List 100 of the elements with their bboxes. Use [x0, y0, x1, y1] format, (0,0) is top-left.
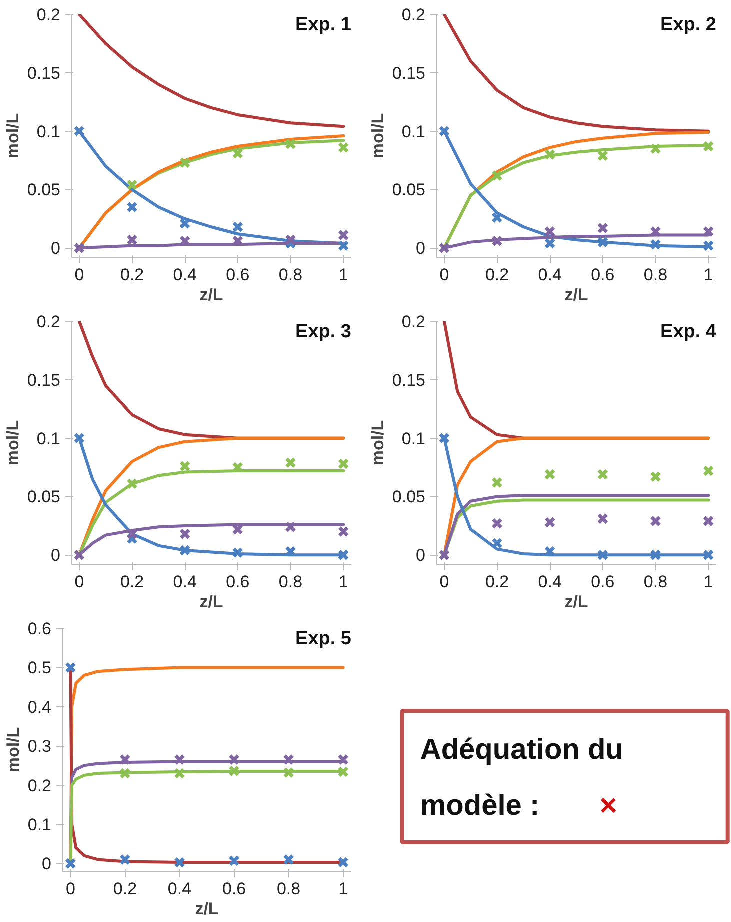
y-tick-label: 0.2 [36, 312, 61, 332]
point [492, 477, 503, 488]
x-tick-label: 0.2 [485, 572, 510, 592]
x-tick-label: 0.8 [644, 266, 668, 284]
chart-title: Exp. 2 [660, 14, 717, 36]
y-tick-label: 0.05 [27, 180, 61, 200]
x-axis-title: z/L [200, 286, 224, 304]
point [232, 236, 244, 247]
y-axis-title: mol/L [3, 113, 22, 159]
y-axis-title: mol/L [3, 420, 22, 466]
y-axis-title: mol/L [368, 113, 388, 159]
y-tick-label: 0.15 [27, 64, 61, 83]
x-tick-label: 0.8 [276, 880, 301, 898]
y-tick-label: 0.1 [402, 429, 426, 448]
point [338, 766, 349, 778]
point [232, 221, 244, 233]
x-tick-label: 0.6 [591, 266, 615, 284]
point [492, 236, 503, 247]
point [228, 754, 240, 766]
point [597, 236, 609, 248]
point [650, 226, 662, 238]
point [179, 460, 191, 472]
point [702, 465, 714, 477]
point [597, 222, 609, 234]
x-axis-title: z/L [564, 592, 588, 612]
x-axis-title: z/L [200, 592, 224, 612]
point [650, 516, 662, 527]
point [120, 754, 131, 766]
y-tick-label: 0.2 [36, 6, 61, 24]
point [285, 234, 296, 246]
point [338, 526, 350, 538]
x-tick-label: 1 [704, 266, 714, 284]
x-tick-label: 0 [440, 572, 450, 592]
chart-title: Exp. 4 [660, 322, 717, 342]
y-tick-label: 0.4 [28, 698, 52, 717]
point [179, 528, 191, 540]
point [338, 240, 350, 252]
text: Adéquation du [420, 734, 624, 766]
x-tick-label: 0 [66, 880, 76, 898]
point [702, 550, 714, 561]
x-tick-label: 0.4 [173, 266, 197, 284]
point [338, 856, 349, 868]
x-tick-label: 0.8 [644, 572, 668, 592]
point [597, 550, 609, 561]
point [544, 468, 556, 480]
y-tick-label: 0.1 [36, 429, 61, 448]
point [702, 140, 714, 152]
y-tick-label: 0.3 [28, 737, 52, 756]
point [228, 766, 240, 777]
point [650, 471, 662, 483]
text: × [600, 789, 618, 822]
x-axis-title: z/L [564, 286, 588, 304]
x-tick-label: 0.4 [538, 572, 562, 592]
point [285, 138, 296, 150]
x-tick-label: 0 [74, 572, 84, 592]
point [544, 226, 556, 238]
x-tick-label: 0.2 [113, 880, 138, 898]
point [120, 768, 131, 780]
point [597, 468, 609, 480]
y-axis-title: mol/L [4, 727, 23, 773]
y-tick-label: 0.05 [392, 488, 426, 507]
point [544, 546, 556, 558]
x-tick-label: 1 [704, 572, 714, 592]
y-tick-label: 0.1 [402, 122, 426, 142]
y-tick-label: 0.15 [392, 64, 426, 83]
x-tick-label: 0.6 [591, 572, 615, 592]
point [283, 754, 294, 766]
x-tick-label: 0 [440, 266, 450, 284]
point [74, 432, 86, 444]
point [126, 478, 138, 490]
point [179, 236, 191, 247]
y-tick-label: 0 [416, 546, 426, 566]
point [702, 516, 714, 527]
point [544, 238, 556, 250]
point [544, 516, 556, 528]
chart-title: Exp. 3 [296, 322, 352, 342]
point [174, 768, 186, 780]
y-tick-label: 0.1 [36, 122, 61, 142]
point [232, 148, 244, 160]
point [492, 170, 503, 182]
point [438, 432, 450, 444]
y-tick-label: 0 [51, 546, 61, 566]
chart-title: Exp. 5 [296, 628, 352, 650]
y-tick-label: 0.6 [28, 620, 52, 638]
point [74, 126, 86, 137]
point [597, 513, 609, 525]
y-tick-label: 0 [416, 239, 426, 258]
x-axis-title: z/L [195, 900, 219, 918]
point [283, 767, 294, 778]
y-tick-label: 0 [51, 239, 61, 258]
x-tick-label: 0.8 [278, 266, 303, 284]
x-tick-label: 0.4 [538, 266, 562, 284]
point [597, 150, 609, 162]
y-axis-title: mol/L [368, 420, 388, 466]
x-tick-label: 0 [74, 266, 84, 284]
point [438, 126, 450, 137]
point [179, 218, 191, 230]
x-tick-label: 0.6 [226, 266, 250, 284]
text: modèle : [420, 790, 540, 822]
y-tick-label: 0.05 [27, 488, 61, 507]
